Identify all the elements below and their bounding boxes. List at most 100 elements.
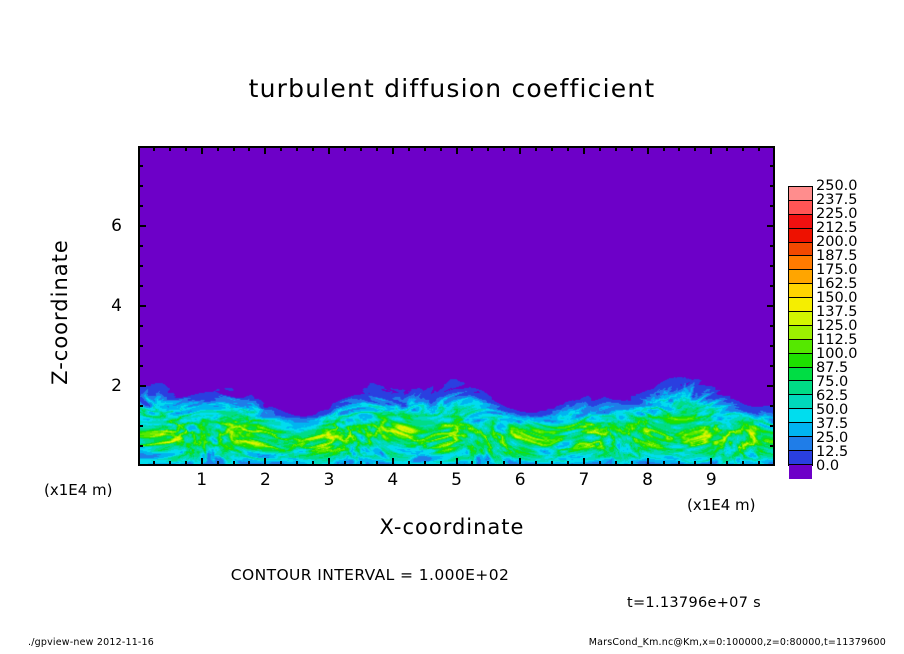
axis-tick: [391, 458, 394, 466]
axis-tick: [487, 461, 490, 466]
colorbar-band: [789, 312, 812, 326]
axis-tick: [630, 461, 633, 466]
axis-tick: [662, 461, 665, 466]
axis-tick: [138, 225, 146, 227]
axis-tick: [694, 461, 697, 466]
colorbar-tick-label: 150.0: [816, 290, 858, 306]
axis-tick: [770, 345, 775, 347]
axis-tick: [551, 146, 554, 151]
axis-tick: [168, 461, 171, 466]
axis-tick: [391, 146, 394, 154]
axis-tick: [726, 146, 729, 151]
colorbar-band: [789, 187, 812, 201]
colorbar-tick-label: 87.5: [816, 360, 849, 376]
colorbar-tick-label: 225.0: [816, 206, 858, 222]
colorbar-tick-label: 25.0: [816, 430, 849, 446]
x-tick-label: 5: [451, 470, 462, 490]
colorbar-tick-label: 0.0: [816, 458, 840, 474]
colorbar-tick-label: 50.0: [816, 402, 849, 418]
axis-tick: [312, 461, 315, 466]
axis-tick: [216, 461, 219, 466]
x-tick-label: 2: [259, 470, 271, 490]
axis-tick: [423, 461, 426, 466]
axis-tick: [770, 405, 775, 407]
colorbar-band: [789, 437, 812, 451]
x-tick-label: 6: [514, 470, 526, 490]
colorbar-band: [789, 256, 812, 271]
axis-tick: [710, 146, 713, 154]
colorbar-tick-label: 12.5: [816, 444, 849, 460]
axis-tick: [248, 146, 251, 151]
axis-tick: [770, 425, 775, 427]
axis-tick: [566, 461, 569, 466]
axis-tick: [770, 445, 775, 447]
colorbar-band: [789, 367, 812, 382]
x-axis-title: X-coordinate: [379, 515, 525, 539]
axis-tick: [138, 365, 143, 367]
footer-source: MarsCond_Km.nc@Km,x=0:100000,z=0:80000,t…: [588, 637, 886, 648]
axis-tick: [344, 146, 347, 151]
axis-tick: [519, 146, 522, 154]
axis-tick: [770, 365, 775, 367]
colorbar-tick-label: 162.5: [816, 276, 858, 292]
colorbar-tick-label: 250.0: [816, 178, 858, 194]
footer-command: ./gpview-new 2012-11-16: [28, 637, 155, 648]
axis-tick: [598, 461, 601, 466]
axis-tick: [184, 461, 187, 466]
axis-tick: [566, 146, 569, 151]
colorbar-tick-label: 137.5: [816, 304, 858, 320]
colorbar-tick-label: 100.0: [816, 346, 858, 362]
x-tick-label: 9: [705, 470, 717, 490]
colorbar-tick-label: 112.5: [816, 332, 858, 348]
colorbar-band: [789, 214, 812, 229]
plot-area: [138, 146, 775, 466]
colorbar-tick-label: 37.5: [816, 416, 849, 432]
axis-tick: [407, 461, 410, 466]
axis-tick: [767, 305, 775, 307]
axis-tick: [359, 146, 362, 151]
axis-tick: [138, 345, 143, 347]
colorbar-band: [789, 284, 812, 299]
axis-tick: [152, 146, 155, 151]
axis-tick: [770, 185, 775, 187]
colorbar-tick-label: 200.0: [816, 234, 858, 250]
axis-tick: [312, 146, 315, 151]
turbulence-field-heatmap: [140, 148, 773, 464]
axis-tick: [646, 146, 649, 154]
axis-tick: [216, 146, 219, 151]
axis-tick: [694, 146, 697, 151]
contour-interval-note: CONTOUR INTERVAL = 1.000E+02: [230, 566, 510, 584]
colorbar-tick-label: 175.0: [816, 262, 858, 278]
axis-tick: [742, 461, 745, 466]
axis-tick: [519, 458, 522, 466]
axis-tick: [359, 461, 362, 466]
axis-tick: [184, 146, 187, 151]
axis-tick: [758, 461, 761, 466]
axis-tick: [232, 461, 235, 466]
axis-tick: [582, 458, 585, 466]
y-tick-label: 2: [111, 376, 122, 396]
axis-tick: [742, 146, 745, 151]
axis-tick: [280, 461, 283, 466]
colorbar: [788, 186, 813, 479]
axis-tick: [582, 146, 585, 154]
plot-title: turbulent diffusion coefficient: [248, 74, 656, 103]
x-tick-label: 3: [323, 470, 335, 490]
y-axis-title: Z-coordinate: [48, 239, 72, 385]
axis-tick: [758, 146, 761, 151]
y-tick-label: 6: [111, 216, 122, 236]
axis-tick: [770, 325, 775, 327]
axis-tick: [248, 461, 251, 466]
colorbar-band: [789, 353, 812, 368]
x-tick-label: 4: [387, 470, 399, 490]
axis-tick: [138, 385, 146, 387]
axis-tick: [407, 146, 410, 151]
axis-tick: [770, 165, 775, 167]
axis-tick: [264, 458, 267, 466]
axis-tick: [455, 146, 458, 154]
axis-tick: [375, 461, 378, 466]
colorbar-band: [789, 242, 812, 257]
axis-tick: [423, 146, 426, 151]
colorbar-band: [789, 381, 812, 396]
